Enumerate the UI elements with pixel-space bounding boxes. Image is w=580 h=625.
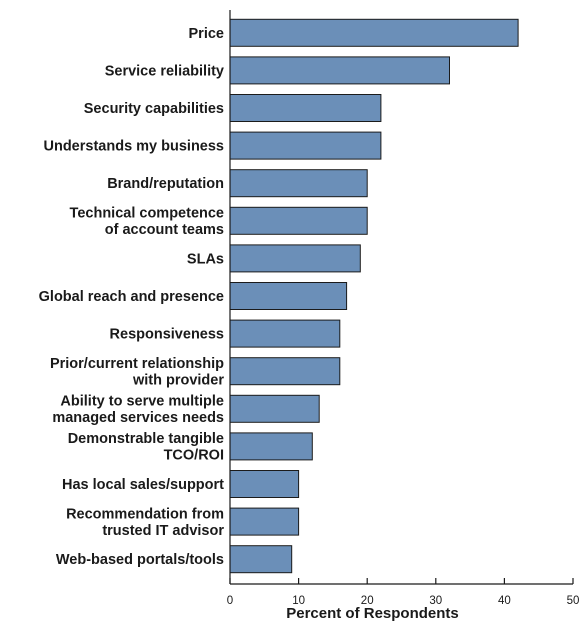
- category-label-line: Price: [189, 26, 224, 42]
- category-label-line: Prior/current relationship: [50, 356, 224, 372]
- bars-group: [229, 18, 519, 574]
- category-label-14: Web-based portals/tools: [56, 552, 224, 568]
- category-labels-group: Price Service reliability Security capabil…: [39, 26, 225, 568]
- bar-2: [229, 94, 382, 122]
- category-label-7: Global reach and presence: [39, 289, 224, 305]
- category-label-line: Technical competence: [70, 206, 224, 222]
- x-tick-label: 0: [227, 595, 233, 607]
- bar-0: [229, 18, 519, 47]
- category-label-line: Global reach and presence: [39, 289, 224, 305]
- bar-12: [229, 470, 300, 498]
- category-label-line: Brand/reputation: [107, 176, 224, 192]
- category-label-2: Security capabilities: [84, 101, 224, 117]
- category-label-0: Price: [189, 26, 224, 42]
- category-label-9: Prior/current relationship with provider: [50, 356, 224, 389]
- bar-7: [229, 282, 348, 310]
- category-label-line: Recommendation from: [66, 506, 224, 522]
- x-ticks-group: 0 10 20 30 40 50: [227, 578, 580, 607]
- category-label-8: Responsiveness: [110, 327, 224, 343]
- bar-10: [229, 394, 320, 423]
- category-label-line: Ability to serve multiple: [60, 394, 224, 410]
- x-tick-label: 50: [567, 595, 580, 607]
- x-tick-label: 40: [498, 595, 511, 607]
- category-label-line: Web-based portals/tools: [56, 552, 224, 568]
- category-label-line: Security capabilities: [84, 101, 224, 117]
- category-label-line: of account teams: [105, 222, 224, 238]
- category-label-3: Understands my business: [44, 139, 225, 155]
- category-label-line: SLAs: [187, 251, 224, 267]
- bar-1: [229, 56, 450, 85]
- x-tick-label: 10: [292, 595, 305, 607]
- bar-4: [229, 169, 368, 198]
- category-label-line: Has local sales/support: [62, 477, 224, 493]
- bar-8: [229, 319, 341, 348]
- bar-5: [229, 206, 368, 235]
- category-label-1: Service reliability: [105, 63, 224, 79]
- category-label-5: Technical competence of account teams: [70, 206, 224, 239]
- category-label-4: Brand/reputation: [107, 176, 224, 192]
- bar-6: [229, 244, 361, 273]
- category-label-12: Has local sales/support: [62, 477, 224, 493]
- x-tick-label: 30: [429, 595, 442, 607]
- bar-11: [229, 432, 313, 461]
- category-label-line: Service reliability: [105, 63, 224, 79]
- category-label-6: SLAs: [187, 251, 224, 267]
- bar-9: [229, 357, 341, 386]
- category-label-line: TCO/ROI: [164, 448, 224, 464]
- category-label-line: Responsiveness: [110, 327, 224, 343]
- bar-13: [229, 507, 300, 536]
- category-label-line: Understands my business: [44, 139, 225, 155]
- category-label-10: Ability to serve multiple managed service…: [52, 394, 224, 427]
- category-label-line: managed services needs: [52, 410, 224, 426]
- category-label-line: trusted IT advisor: [102, 523, 224, 539]
- bar-14: [229, 545, 293, 574]
- category-label-line: with provider: [132, 373, 224, 389]
- category-label-11: Demonstrable tangible TCO/ROI: [68, 431, 224, 464]
- category-label-13: Recommendation from trusted IT advisor: [66, 506, 224, 539]
- x-tick-label: 20: [361, 595, 374, 607]
- category-label-line: Demonstrable tangible: [68, 431, 224, 447]
- bar-3: [229, 131, 382, 160]
- x-axis-title: Percent of Respondents: [286, 605, 459, 622]
